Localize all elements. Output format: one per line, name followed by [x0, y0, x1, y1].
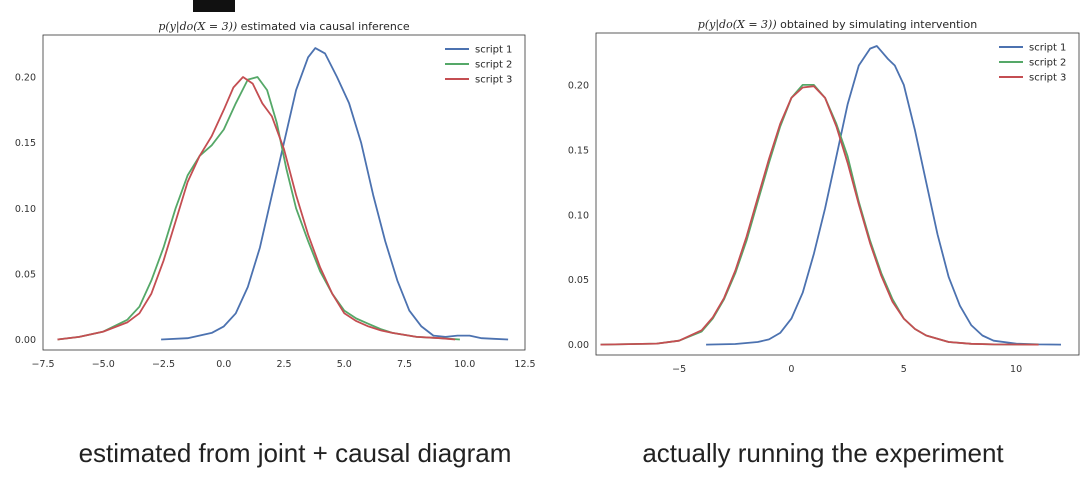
legend-label: script 2: [475, 60, 512, 71]
chart-title-rest: estimated via causal inference: [237, 20, 410, 33]
series-line-script-3: [600, 85, 1039, 346]
x-tick-label: −5.0: [92, 359, 115, 370]
legend-label: script 3: [1029, 73, 1066, 84]
x-tick-label: 0: [788, 364, 794, 375]
chart-title: p(y|do(X = 3)) estimated via causal infe…: [158, 20, 410, 34]
y-tick-label: 0.20: [15, 73, 36, 84]
x-tick-label: 10.0: [454, 359, 475, 370]
legend-label: script 2: [1029, 58, 1066, 69]
series-line-script-3: [57, 76, 456, 341]
series-line-script-2: [57, 76, 460, 341]
left-caption: estimated from joint + causal diagram: [78, 438, 512, 468]
chart-title: p(y|do(X = 3)) obtained by simulating in…: [698, 18, 977, 32]
chart-title-math: p(y|do(X = 3)): [158, 20, 237, 34]
plot-frame: [42, 34, 526, 351]
y-tick-label: 0.05: [15, 269, 36, 280]
x-tick-label: 5: [901, 364, 907, 375]
x-tick-label: −2.5: [152, 359, 175, 370]
y-tick-label: 0.15: [568, 145, 589, 156]
legend-label: script 3: [475, 75, 512, 86]
legend-label: script 1: [1029, 43, 1066, 54]
chart-title-math: p(y|do(X = 3)): [698, 18, 777, 32]
legend-label: script 1: [475, 45, 512, 56]
x-tick-label: 0.0: [216, 359, 231, 370]
y-tick-label: 0.10: [568, 210, 589, 221]
x-tick-label: 7.5: [397, 359, 412, 370]
left-density-chart: p(y|do(X = 3)) estimated via causal infe…: [15, 20, 536, 370]
y-tick-label: 0.10: [15, 204, 36, 215]
y-tick-label: 0.00: [568, 340, 589, 351]
x-tick-label: −7.5: [31, 359, 54, 370]
y-tick-label: 0.05: [568, 275, 589, 286]
x-tick-label: 5.0: [337, 359, 352, 370]
y-tick-label: 0.20: [568, 80, 589, 91]
series-line-script-2: [600, 84, 1039, 346]
x-tick-label: 2.5: [276, 359, 291, 370]
y-tick-label: 0.15: [15, 138, 36, 149]
right-density-chart: p(y|do(X = 3)) obtained by simulating in…: [568, 18, 1080, 375]
x-tick-label: 10: [1010, 364, 1022, 375]
right-caption: actually running the experiment: [642, 438, 1004, 468]
cropped-heading-fragment: [193, 0, 235, 12]
series-line-script-1: [161, 47, 509, 341]
x-tick-label: 12.5: [514, 359, 535, 370]
chart-title-rest: obtained by simulating intervention: [777, 18, 978, 31]
plot-frame: [595, 32, 1080, 356]
y-tick-label: 0.00: [15, 335, 36, 346]
series-line-script-1: [706, 45, 1062, 346]
x-tick-label: −5: [672, 364, 686, 375]
